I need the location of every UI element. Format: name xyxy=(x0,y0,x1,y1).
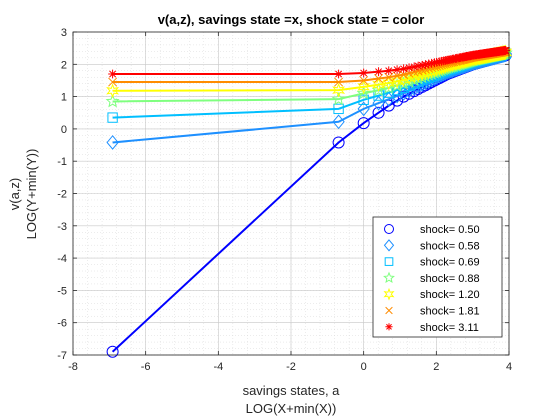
data-point xyxy=(106,135,119,150)
legend-marker xyxy=(383,271,395,283)
data-point xyxy=(417,60,427,70)
data-point xyxy=(356,86,371,100)
y-tick-label: -4 xyxy=(57,253,67,265)
x-tick-label: -2 xyxy=(286,361,296,373)
legend-marker xyxy=(385,323,393,331)
data-point xyxy=(413,61,423,71)
legend-entry: shock= 3.11 xyxy=(420,322,479,334)
data-point xyxy=(107,112,118,123)
data-point xyxy=(432,57,442,67)
data-point xyxy=(333,103,344,115)
y-tick-label: -2 xyxy=(57,189,67,201)
data-point xyxy=(332,82,346,98)
data-point xyxy=(331,91,346,106)
x-tick-label: 0 xyxy=(361,361,367,373)
data-point xyxy=(372,106,385,119)
x-axis-label-line2: LOG(X+min(X)) xyxy=(246,401,337,416)
legend-entry: shock= 0.58 xyxy=(420,240,480,252)
tick-labels: -8 -6 -4 -2 0 2 4 -7 -6 -5 -4 -3 -2 -1 0 1 2 3 xyxy=(57,27,512,373)
x-axis-label-line1: savings states, a xyxy=(243,383,341,398)
data-point xyxy=(409,62,419,72)
legend-entry: shock= 0.88 xyxy=(420,273,480,285)
data-point xyxy=(392,65,402,75)
data-point xyxy=(404,63,414,73)
y-axis-label-line1: v(a,z) xyxy=(7,178,22,211)
x-tick-label: 4 xyxy=(506,361,512,373)
x-tick-label: -8 xyxy=(68,361,78,373)
data-point xyxy=(358,94,369,106)
data-point xyxy=(501,46,511,55)
y-tick-label: -3 xyxy=(57,221,67,233)
data-point xyxy=(332,114,345,130)
legend-marker xyxy=(385,306,393,315)
data-point xyxy=(357,79,371,95)
y-tick-label: 3 xyxy=(61,27,67,39)
legend-box xyxy=(372,216,503,338)
series-layer xyxy=(105,44,513,358)
y-tick-label: -1 xyxy=(57,156,67,168)
axis-ticks xyxy=(72,31,510,356)
legend-entry: shock= 1.20 xyxy=(420,289,480,301)
legend-marker xyxy=(383,239,395,252)
data-point xyxy=(357,101,370,117)
data-point xyxy=(334,77,344,87)
legend: shock= 0.50 shock= 0.58 shock= 0.69 shock= … xyxy=(372,216,503,338)
y-tick-label: -7 xyxy=(57,350,67,362)
data-point xyxy=(357,117,370,130)
data-point xyxy=(384,72,394,82)
legend-entry: shock= 1.81 xyxy=(420,306,480,318)
data-point xyxy=(427,58,437,68)
data-point xyxy=(397,85,410,101)
x-tick-label: 2 xyxy=(433,361,439,373)
x-tick-label: -6 xyxy=(141,361,151,373)
data-point xyxy=(384,66,394,76)
data-point xyxy=(106,83,120,99)
legend-entry: shock= 0.50 xyxy=(420,224,480,236)
y-tick-label: 0 xyxy=(61,124,67,136)
y-axis-label-line2: LOG(Y+min(Y)) xyxy=(24,149,39,240)
y-tick-label: 1 xyxy=(61,92,67,104)
legend-marker xyxy=(383,287,395,301)
data-point xyxy=(424,59,434,69)
x-tick-label: -4 xyxy=(213,361,223,373)
chart-title: v(a,z), savings state =x, shock state = … xyxy=(158,12,425,27)
y-tick-label: -5 xyxy=(57,285,67,297)
data-point xyxy=(390,73,404,89)
data-point xyxy=(108,69,118,79)
data-point xyxy=(371,82,386,97)
legend-entry: shock= 0.69 xyxy=(420,257,480,269)
data-point xyxy=(374,67,383,77)
data-point xyxy=(105,94,120,108)
data-point xyxy=(372,95,385,111)
data-point xyxy=(359,68,369,78)
data-point xyxy=(374,74,384,84)
legend-marker xyxy=(384,257,394,266)
data-point xyxy=(106,345,119,358)
data-point xyxy=(372,77,386,93)
legend-marker xyxy=(384,224,394,234)
data-point xyxy=(399,64,409,74)
data-point xyxy=(359,75,369,85)
series-7 xyxy=(108,46,511,79)
data-point xyxy=(332,136,345,149)
data-point xyxy=(334,69,343,79)
data-point xyxy=(421,60,430,69)
y-tick-label: 2 xyxy=(61,59,67,71)
y-tick-label: -6 xyxy=(57,318,67,330)
data-point xyxy=(108,77,118,87)
